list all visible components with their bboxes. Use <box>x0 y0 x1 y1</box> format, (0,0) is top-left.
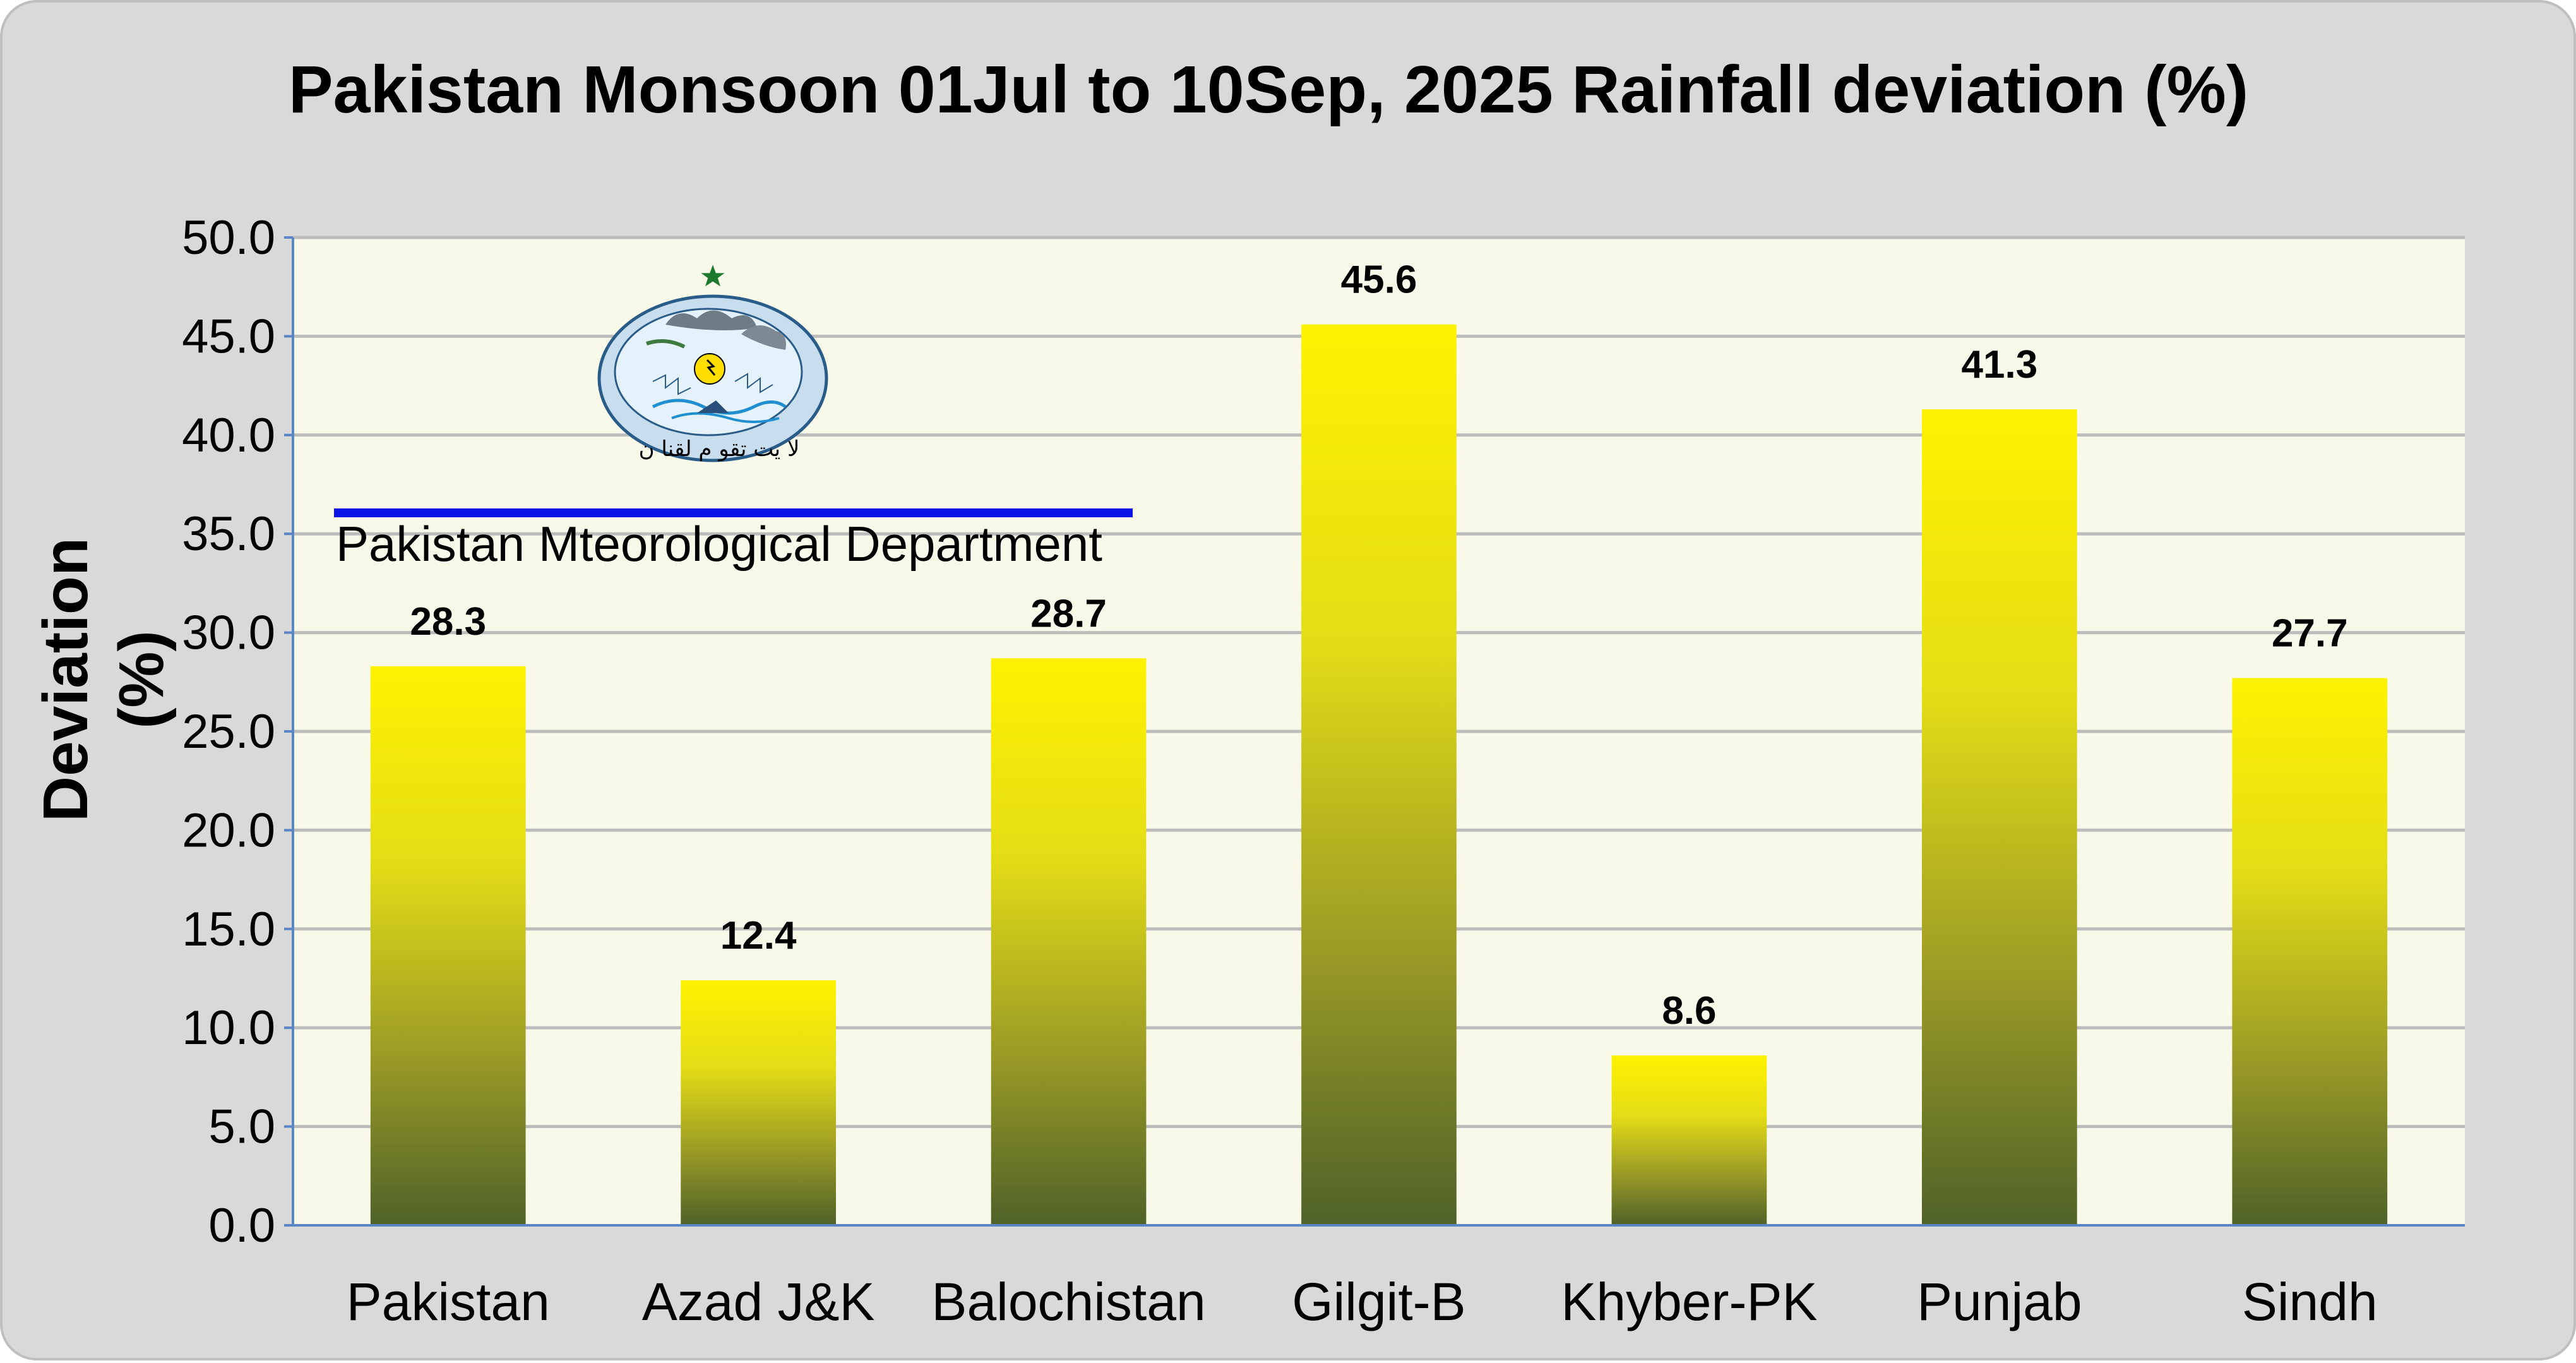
y-tick-label: 15.0 <box>182 903 275 956</box>
chart-canvas: 0.0 5.0 10.0 15.0 20.0 25.0 30.0 35.0 40.0 45.0 50… <box>182 211 2465 1331</box>
bar-azad-j-k <box>681 980 836 1225</box>
x-tick-label: Sindh <box>2242 1272 2378 1331</box>
x-tick-label: Azad J&K <box>642 1272 875 1331</box>
data-label: 8.6 <box>1662 989 1716 1033</box>
bars <box>370 324 2388 1225</box>
y-tick-label: 30.0 <box>182 606 275 660</box>
y-tick-label: 40.0 <box>182 409 275 462</box>
x-tick-label: Gilgit-B <box>1292 1272 1465 1331</box>
y-tick-label: 50.0 <box>182 211 275 265</box>
organization-underline <box>334 508 1133 517</box>
organization-name: Pakistan Mteorological Department <box>336 516 1102 572</box>
data-label: 28.7 <box>1030 592 1107 635</box>
x-tick-label: Punjab <box>1917 1272 2082 1331</box>
bar-balochistan <box>991 658 1147 1225</box>
y-tick-label: 35.0 <box>182 507 275 561</box>
bar-punjab <box>1922 409 2077 1225</box>
y-tick-label: 20.0 <box>182 803 275 857</box>
data-label: 45.6 <box>1341 258 1417 302</box>
x-tick-label: Balochistan <box>931 1272 1205 1331</box>
y-tick-label: 10.0 <box>182 1001 275 1055</box>
data-label: 12.4 <box>720 914 797 958</box>
axes <box>284 236 2465 1227</box>
chart-title: Pakistan Monsoon 01Jul to 10Sep, 2025 Ra… <box>288 52 2249 127</box>
x-tick-label: Pakistan <box>347 1272 550 1331</box>
logo-motto: لا یت تقو م لقنا ن <box>639 436 800 462</box>
bar-pakistan <box>370 666 526 1225</box>
data-label: 41.3 <box>1962 343 2038 387</box>
bar-gilgit-b <box>1301 324 1457 1225</box>
labels: 0.0 5.0 10.0 15.0 20.0 25.0 30.0 35.0 40.0 45.0 50… <box>182 211 2378 1331</box>
y-tick-label: 0.0 <box>208 1199 275 1252</box>
y-tick-label: 45.0 <box>182 309 275 363</box>
data-label: 27.7 <box>2272 612 2348 656</box>
y-tick-label: 5.0 <box>208 1100 275 1154</box>
x-tick-label: Khyber-PK <box>1561 1272 1817 1331</box>
bar-khyber-pk <box>1611 1055 1767 1225</box>
pmd-logo-icon: لا یت تقو م لقنا ن <box>590 255 836 464</box>
y-tick-label: 25.0 <box>182 705 275 759</box>
bar-sindh <box>2232 678 2388 1225</box>
data-label: 28.3 <box>410 600 486 644</box>
